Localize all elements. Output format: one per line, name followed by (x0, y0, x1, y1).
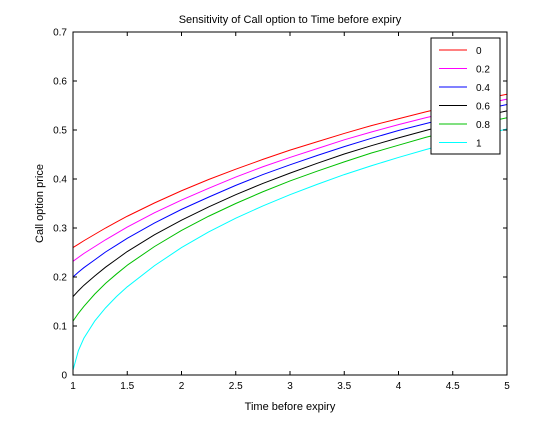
legend-label-1: 0.2 (476, 65, 490, 76)
x-tick-label: 3 (287, 381, 293, 392)
series-line-2 (72, 104, 508, 278)
y-tick-label: 0.6 (53, 77, 67, 88)
chart-title: Sensitivity of Call option to Time befor… (179, 14, 402, 26)
legend-label-0: 0 (476, 46, 482, 57)
legend-label-4: 0.8 (476, 120, 490, 131)
y-tick-label: 0.5 (53, 126, 67, 137)
series-line-1 (72, 98, 508, 262)
y-tick-label: 0.7 (53, 28, 67, 39)
series-line-3 (72, 110, 508, 297)
x-tick-label: 2 (179, 381, 185, 392)
legend-label-2: 0.4 (476, 83, 490, 94)
series-lines (72, 93, 508, 371)
series-line-0 (72, 93, 508, 249)
legend-label-3: 0.6 (476, 102, 490, 113)
x-axis: 1 1.5 2 2.5 3 3.5 4 4.5 5 (70, 32, 510, 392)
x-tick-label: 2.5 (229, 381, 243, 392)
x-tick-label: 4 (396, 381, 402, 392)
series-line-4 (72, 117, 508, 322)
legend-label-5: 1 (476, 139, 482, 150)
y-tick-label: 0 (61, 371, 67, 382)
y-axis-label: Call option price (34, 164, 46, 243)
y-tick-label: 0.2 (53, 273, 67, 284)
y-axis: 0 0.1 0.2 0.3 0.4 0.5 0.6 0.7 (53, 28, 507, 382)
y-tick-label: 0.1 (53, 322, 67, 333)
x-axis-label: Time before expiry (245, 401, 336, 413)
x-tick-label: 1 (70, 381, 76, 392)
y-tick-label: 0.3 (53, 224, 67, 235)
x-tick-label: 4.5 (446, 381, 460, 392)
y-tick-label: 0.4 (53, 175, 67, 186)
x-tick-label: 3.5 (337, 381, 351, 392)
legend: 0 0.2 0.4 0.6 0.8 1 (430, 37, 501, 155)
x-tick-label: 5 (504, 381, 510, 392)
x-tick-label: 1.5 (120, 381, 134, 392)
series-line-5 (72, 128, 508, 371)
legend-box (430, 37, 501, 155)
